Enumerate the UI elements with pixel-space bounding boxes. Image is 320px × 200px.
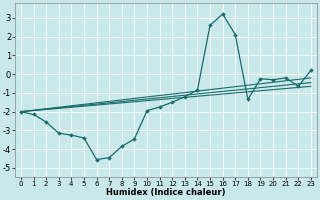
X-axis label: Humidex (Indice chaleur): Humidex (Indice chaleur)	[106, 188, 226, 197]
